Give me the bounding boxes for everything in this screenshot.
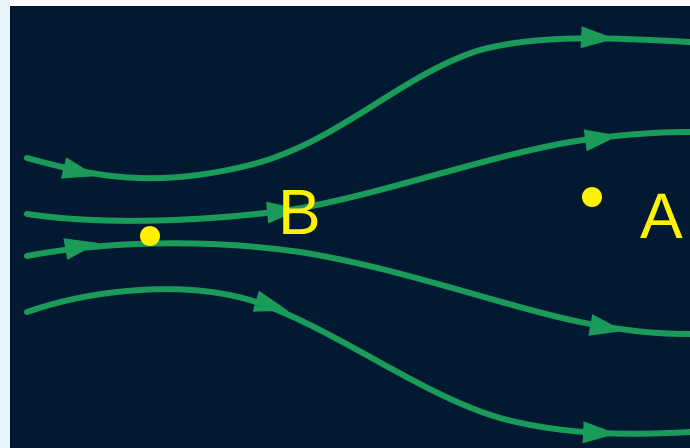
point-b-label: B	[278, 176, 321, 248]
point-a-label: A	[640, 180, 683, 252]
field-line-1	[24, 35, 690, 182]
field-line-4	[24, 286, 690, 437]
point-b-marker	[140, 226, 160, 246]
point-a-marker	[582, 187, 602, 207]
diagram-background	[10, 6, 690, 448]
left-frame-strip	[0, 0, 10, 448]
